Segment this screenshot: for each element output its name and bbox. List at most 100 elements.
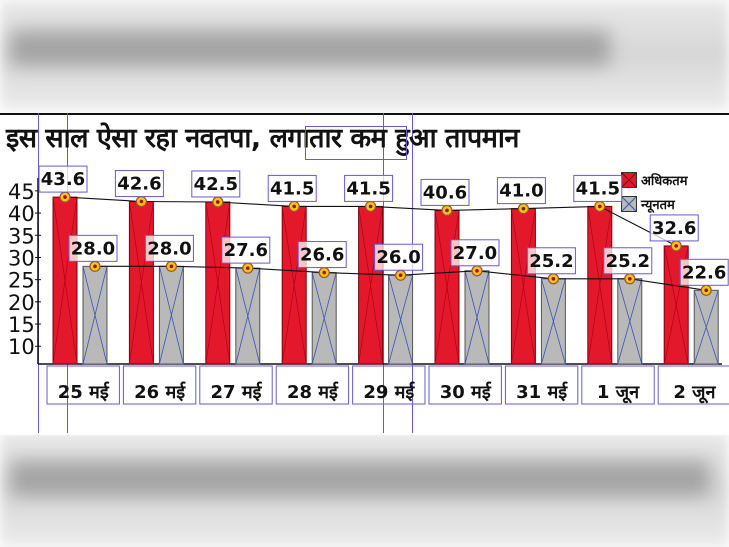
guide-line	[412, 113, 413, 433]
value-label-min: 25.2	[606, 251, 650, 272]
guide-line	[383, 113, 384, 433]
value-label-box	[114, 170, 164, 198]
value-label-min: 27.0	[453, 243, 497, 264]
category-label-box	[504, 365, 579, 405]
category-label: 25 मई	[58, 381, 110, 403]
value-label-box	[420, 178, 470, 206]
value-label-box	[267, 174, 317, 202]
chart-legend: अधिकतम न्यूनतम	[621, 168, 729, 216]
category-label: 27 मई	[211, 381, 263, 403]
bar-min-hatch	[82, 266, 108, 365]
value-label-box	[603, 247, 653, 275]
marker-max-dot	[292, 204, 297, 209]
bar-max-hatch	[434, 210, 460, 365]
category-label: 30 मई	[440, 381, 492, 403]
bar-min-hatch	[617, 278, 643, 365]
marker-min-dot	[322, 270, 327, 275]
category-label: 31 मई	[516, 381, 568, 403]
value-label-box	[68, 234, 118, 262]
marker-min-dot	[551, 276, 556, 281]
chart-title: इस साल ऐसा रहा नवतपा, लगातार कम हुआ तापम…	[6, 123, 519, 154]
value-label-box	[297, 241, 347, 269]
value-label-box	[573, 174, 623, 202]
bar-max-hatch	[52, 197, 78, 365]
bar-max-hatch	[358, 206, 383, 365]
marker-max-dot	[63, 195, 67, 199]
value-label-min: 26.6	[300, 245, 344, 266]
bar-max-hatch	[587, 206, 613, 365]
bar-min-hatch	[235, 268, 261, 365]
category-label-box	[581, 365, 655, 405]
value-label-max: 32.6	[652, 218, 696, 239]
marker-max-dot	[368, 204, 373, 209]
category-label-box	[46, 365, 120, 405]
y-tick-label: 40	[8, 202, 35, 226]
value-label-box	[450, 239, 500, 267]
legend-swatch-min	[621, 196, 637, 212]
y-tick-label: 25	[8, 269, 35, 293]
value-label-box	[221, 236, 271, 264]
y-tick-label: 20	[8, 291, 35, 315]
category-label: 28 मई	[287, 381, 339, 403]
marker-min-dot	[398, 273, 403, 278]
bar-max-hatch	[205, 201, 231, 365]
marker-max-dot	[674, 244, 678, 248]
legend-label-max: अधिकतम	[641, 174, 688, 189]
value-label-min: 25.2	[529, 251, 573, 272]
category-label: 26 मई	[134, 381, 186, 403]
marker-min-dot	[93, 264, 97, 269]
value-label-max: 42.5	[194, 174, 238, 195]
bar-min-hatch	[693, 290, 719, 365]
bar-min-hatch	[388, 275, 413, 365]
bar-min-hatch	[541, 278, 566, 365]
value-label-min: 28.0	[71, 238, 115, 259]
value-label-box	[144, 234, 194, 262]
category-label-box	[199, 365, 273, 405]
y-tick-label: 30	[8, 246, 35, 270]
value-label-box	[649, 214, 699, 242]
marker-min-dot	[475, 268, 479, 273]
bar-min-hatch	[464, 270, 490, 365]
value-label-max: 41.0	[499, 181, 543, 202]
bar-min-hatch	[311, 272, 337, 365]
value-label-min: 22.6	[682, 262, 726, 283]
y-tick-label: 10	[8, 335, 35, 359]
y-tick-label: 15	[8, 313, 35, 337]
value-label-min: 26.0	[376, 247, 420, 268]
value-label-max: 41.5	[346, 178, 390, 199]
category-label-box	[122, 365, 197, 405]
value-label-box	[526, 247, 576, 275]
category-label-box	[352, 365, 426, 405]
value-label-box	[38, 165, 88, 193]
bar-max-hatch	[129, 201, 154, 365]
marker-min-dot	[246, 266, 250, 270]
value-label-max: 41.5	[270, 178, 314, 199]
marker-min-dot	[704, 288, 708, 293]
bar-min-hatch	[159, 266, 184, 365]
y-tick-label: 35	[8, 224, 35, 248]
marker-max-dot	[139, 199, 144, 204]
category-label-box	[657, 365, 729, 405]
value-label-box	[496, 177, 546, 205]
value-label-box	[374, 243, 424, 271]
marker-max-dot	[445, 208, 449, 213]
value-label-max: 40.6	[423, 182, 467, 203]
marker-max-dot	[216, 200, 220, 204]
category-label: 2 जून	[673, 382, 716, 404]
category-label: 29 मई	[363, 381, 415, 403]
legend-item-max: अधिकतम	[621, 170, 687, 190]
bar-max-hatch	[281, 206, 307, 365]
legend-item-min: न्यूनतम	[621, 194, 675, 214]
value-label-min: 27.6	[224, 240, 268, 261]
category-label: 1 जून	[597, 382, 640, 404]
blurred-header-text	[10, 30, 610, 66]
marker-min-dot	[628, 276, 632, 281]
value-label-max: 41.5	[576, 178, 620, 199]
category-label-box	[428, 365, 502, 405]
value-label-max: 42.6	[117, 174, 161, 195]
category-label-box	[275, 365, 350, 405]
y-tick-label: 45	[8, 180, 35, 204]
value-label-box	[344, 174, 394, 202]
value-label-box	[679, 258, 729, 286]
